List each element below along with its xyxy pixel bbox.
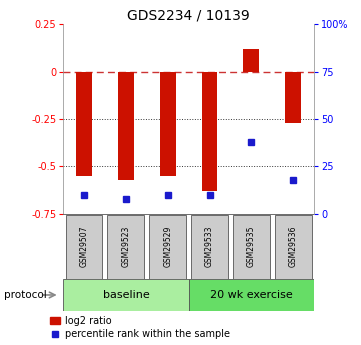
Text: protocol: protocol xyxy=(4,290,46,300)
Text: GSM29523: GSM29523 xyxy=(121,226,130,267)
Bar xyxy=(108,215,144,279)
Bar xyxy=(275,215,312,279)
Text: baseline: baseline xyxy=(103,290,149,300)
Bar xyxy=(149,215,186,279)
Text: GSM29529: GSM29529 xyxy=(163,226,172,267)
Bar xyxy=(191,215,228,279)
Bar xyxy=(118,71,134,180)
Bar xyxy=(63,279,188,311)
Bar xyxy=(233,215,270,279)
Bar xyxy=(66,215,103,279)
Bar xyxy=(285,71,301,123)
Bar xyxy=(160,71,176,176)
Text: GSM29535: GSM29535 xyxy=(247,226,256,267)
Text: 20 wk exercise: 20 wk exercise xyxy=(210,290,293,300)
Text: GSM29536: GSM29536 xyxy=(289,226,298,267)
Title: GDS2234 / 10139: GDS2234 / 10139 xyxy=(127,9,250,23)
Bar xyxy=(76,71,92,176)
Bar xyxy=(201,71,217,191)
Bar xyxy=(243,49,259,71)
Text: GSM29533: GSM29533 xyxy=(205,226,214,267)
Legend: log2 ratio, percentile rank within the sample: log2 ratio, percentile rank within the s… xyxy=(50,316,230,339)
Bar xyxy=(188,279,314,311)
Text: GSM29507: GSM29507 xyxy=(79,226,88,267)
